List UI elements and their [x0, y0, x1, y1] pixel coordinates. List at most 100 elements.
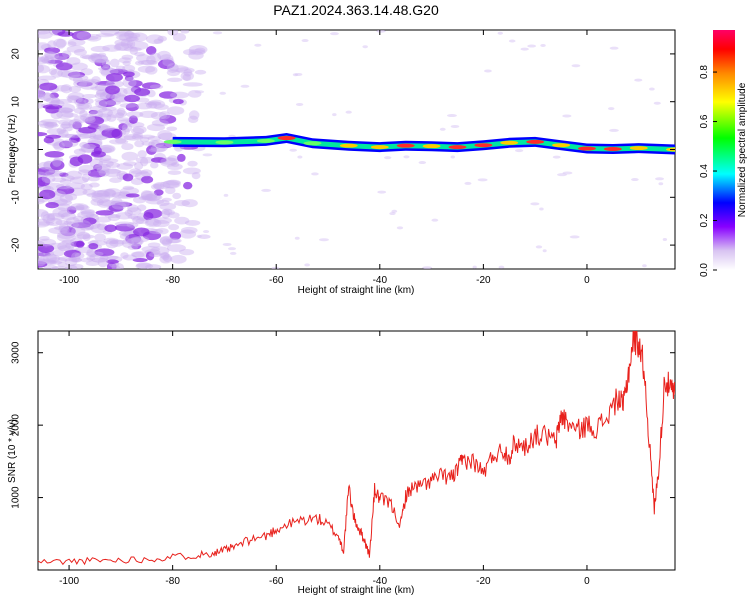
noise-blob [42, 121, 58, 127]
noise-blob [78, 80, 99, 90]
noise-blob [141, 82, 161, 90]
snr-xtick-label: -80 [165, 576, 180, 587]
noise-blob [57, 31, 74, 37]
noise-blob [86, 192, 104, 198]
noise-blob [125, 234, 142, 244]
noise-blob [145, 65, 158, 75]
noise-blob [150, 246, 170, 256]
noise-blob [127, 245, 139, 250]
noise-blob [168, 238, 181, 244]
noise-blob [147, 99, 166, 109]
noise-blob [157, 59, 175, 69]
noise-blob [107, 109, 128, 119]
colorbar-tick-label: 0.0 [699, 263, 710, 277]
noise-blob [150, 161, 159, 169]
noise-blob [76, 98, 87, 106]
noise-blob [182, 82, 203, 87]
noise-blob [188, 49, 206, 56]
noise-blob [157, 35, 167, 42]
noise-blob [66, 45, 86, 53]
noise-blob [38, 90, 46, 98]
noise-blob [45, 122, 58, 128]
noise-blob [68, 74, 89, 82]
noise-blob [119, 233, 130, 240]
noise-blob [159, 252, 170, 259]
noise-blob [38, 64, 45, 73]
noise-blob [76, 81, 93, 87]
noise-blob [147, 242, 161, 248]
noise-blob [38, 30, 51, 35]
noise-blob [42, 213, 56, 224]
noise-blob [55, 183, 71, 190]
noise-blob [38, 257, 46, 267]
noise-blob [111, 262, 124, 269]
noise-blob [101, 128, 121, 138]
noise-blob [60, 70, 81, 79]
noise-blob [134, 52, 146, 57]
noise-blob [535, 245, 543, 249]
noise-blob [396, 226, 404, 230]
noise-blob [540, 43, 546, 47]
noise-blob [100, 63, 111, 71]
noise-blob [137, 59, 157, 65]
noise-blob [148, 228, 164, 235]
noise-blob [38, 120, 50, 126]
noise-blob [52, 207, 70, 218]
noise-blob [91, 54, 109, 63]
noise-blob [67, 95, 83, 104]
noise-blob [167, 170, 182, 175]
noise-blob [90, 53, 102, 63]
noise-blob [167, 77, 183, 82]
noise-blob [97, 108, 113, 118]
snr-xlabel: Height of straight line (km) [298, 585, 415, 596]
noise-blob [56, 110, 74, 120]
noise-blob [80, 143, 97, 154]
noise-blob [94, 233, 106, 242]
noise-blob [153, 104, 169, 111]
noise-blob [41, 174, 56, 184]
noise-blob [134, 88, 151, 97]
noise-blob [151, 119, 169, 127]
noise-blob [130, 178, 144, 186]
noise-blob [38, 198, 45, 205]
noise-blob [58, 107, 73, 114]
noise-blob [180, 71, 194, 81]
noise-blob [106, 262, 117, 269]
noise-blob [99, 92, 110, 100]
noise-blob [138, 196, 154, 201]
noise-blob [42, 92, 52, 102]
noise-blob [50, 160, 65, 171]
noise-blob [43, 160, 53, 170]
noise-blob [202, 230, 210, 234]
snr-xtick-label: -20 [476, 576, 491, 587]
noise-blob [102, 44, 122, 52]
noise-blob [145, 34, 164, 45]
noise-blob [89, 182, 100, 188]
noise-blob [148, 252, 162, 258]
noise-blob [91, 193, 111, 204]
noise-blob [134, 161, 144, 171]
noise-blob [39, 122, 59, 129]
noise-blob [41, 58, 51, 64]
noise-blob [55, 38, 66, 49]
noise-blob [38, 218, 51, 228]
noise-blob [498, 265, 505, 269]
noise-blob [191, 171, 201, 180]
noise-blob [95, 216, 112, 223]
noise-blob [38, 132, 48, 137]
noise-blob [45, 259, 56, 265]
noise-blob [562, 114, 572, 118]
noise-blob [57, 210, 71, 218]
noise-blob [161, 197, 172, 202]
noise-blob [484, 69, 492, 73]
noise-blob [141, 246, 160, 253]
noise-blob [180, 226, 198, 234]
noise-blob [46, 253, 57, 263]
noise-blob [38, 176, 51, 187]
noise-blob [157, 129, 173, 140]
noise-blob [182, 73, 191, 81]
colorbar: 0.0 0.2 0.4 0.6 0.8 Normalized spectral ampl… [699, 30, 748, 277]
noise-blob [377, 190, 387, 194]
noise-blob [403, 155, 410, 159]
noise-blob [67, 71, 85, 78]
